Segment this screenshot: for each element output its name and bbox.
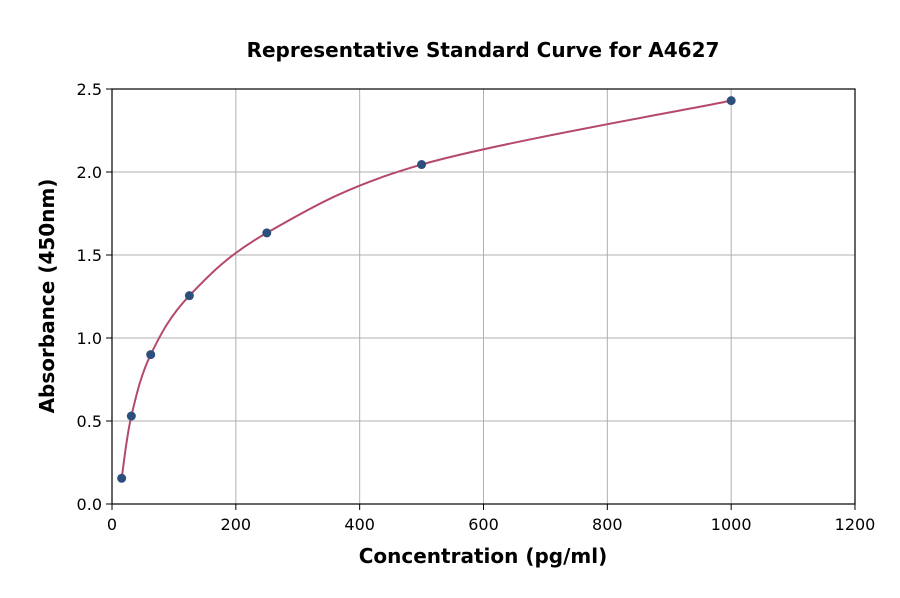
x-axis-label: Concentration (pg/ml) bbox=[359, 544, 608, 568]
x-tick-label: 200 bbox=[221, 515, 252, 534]
x-tick-label: 1200 bbox=[835, 515, 876, 534]
y-tick-label: 2.5 bbox=[77, 80, 102, 99]
data-point bbox=[146, 350, 156, 360]
data-points bbox=[117, 96, 736, 483]
y-tick-label: 1.5 bbox=[77, 246, 102, 265]
curve-layer bbox=[120, 99, 732, 479]
y-tick-label: 2.0 bbox=[77, 163, 102, 182]
y-tick-label: 0.0 bbox=[77, 495, 102, 514]
x-tick-label: 1000 bbox=[711, 515, 752, 534]
data-point bbox=[117, 473, 127, 483]
y-tick-label: 0.5 bbox=[77, 412, 102, 431]
y-axis-ticks: 0.0 0.5 1.0 1.5 2.0 2.5 bbox=[77, 80, 112, 514]
data-point bbox=[184, 291, 194, 301]
data-point bbox=[726, 96, 736, 106]
y-axis-label: Absorbance (450nm) bbox=[35, 179, 59, 414]
x-axis-ticks: 0 200 400 600 800 1000 1200 bbox=[107, 504, 875, 534]
grid bbox=[111, 88, 856, 505]
data-point bbox=[126, 411, 136, 421]
x-tick-label: 800 bbox=[592, 515, 623, 534]
data-point bbox=[417, 160, 427, 170]
fit-curve bbox=[120, 99, 732, 479]
x-tick-label: 400 bbox=[344, 515, 375, 534]
y-tick-label: 1.0 bbox=[77, 329, 102, 348]
x-tick-label: 600 bbox=[468, 515, 499, 534]
data-point bbox=[262, 228, 272, 238]
chart-title: Representative Standard Curve for A4627 bbox=[247, 38, 720, 62]
x-tick-label: 0 bbox=[107, 515, 117, 534]
